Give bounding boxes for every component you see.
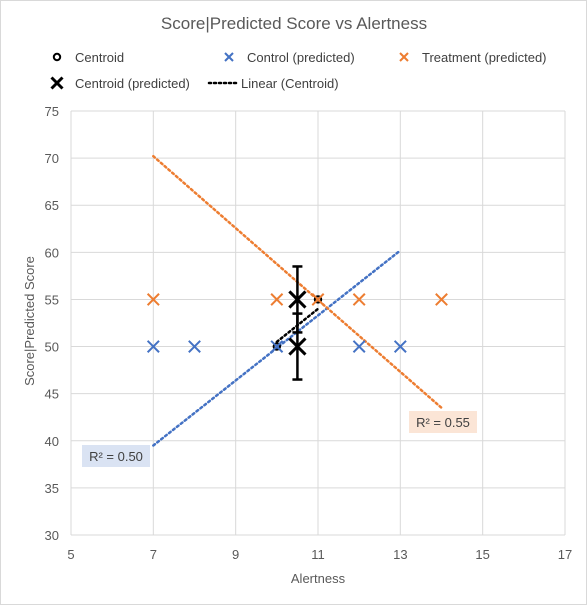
treatment-marker bbox=[311, 293, 325, 306]
legend-label: Centroid bbox=[75, 50, 124, 65]
control-marker bbox=[146, 340, 160, 353]
treatment-marker bbox=[146, 293, 160, 306]
legend-entry: Control (predicted) bbox=[224, 50, 355, 65]
x-axis-title: Alertness bbox=[291, 571, 346, 586]
legend-entry: Centroid bbox=[52, 50, 124, 65]
centroid-predicted-marker bbox=[288, 290, 307, 309]
control-marker bbox=[188, 340, 201, 353]
legend-entry: Treatment (predicted) bbox=[399, 50, 547, 65]
y-tick-label: 45 bbox=[45, 387, 59, 402]
chart-title: Score|Predicted Score vs Alertness bbox=[161, 14, 427, 33]
y-tick-label: 35 bbox=[45, 481, 59, 496]
r2-label: R² = 0.55 bbox=[409, 411, 477, 433]
x-tick-label: 13 bbox=[393, 547, 407, 562]
control-marker bbox=[270, 340, 284, 353]
legend-label: Control (predicted) bbox=[247, 50, 355, 65]
y-tick-label: 65 bbox=[45, 198, 59, 213]
control-marker bbox=[393, 340, 407, 353]
treatment-marker bbox=[435, 293, 448, 306]
centroid-predicted-marker bbox=[288, 337, 307, 356]
x-tick-label: 11 bbox=[311, 547, 325, 562]
legend-label: Treatment (predicted) bbox=[422, 50, 547, 65]
legend-label: Linear (Centroid) bbox=[241, 76, 339, 91]
x-tick-label: 9 bbox=[232, 547, 239, 562]
y-tick-label: 70 bbox=[45, 151, 59, 166]
x-tick-label: 17 bbox=[558, 547, 572, 562]
y-tick-label: 40 bbox=[45, 434, 59, 449]
tick-labels: 5 7 9 11 13 15 17 30 35 40 45 50 55 60 65 70 75 bbox=[45, 104, 573, 562]
y-tick-label: 30 bbox=[45, 528, 59, 543]
legend-entry: Linear (Centroid) bbox=[207, 76, 339, 91]
treatment-marker bbox=[270, 293, 284, 306]
legend-marker bbox=[52, 52, 62, 62]
y-tick-label: 55 bbox=[45, 292, 59, 307]
centroid-marker bbox=[272, 342, 282, 351]
svg-text:R² = 0.55: R² = 0.55 bbox=[416, 415, 470, 430]
legend-label: Centroid (predicted) bbox=[75, 76, 190, 91]
y-tick-label: 75 bbox=[45, 104, 59, 119]
svg-text:R² = 0.50: R² = 0.50 bbox=[89, 449, 143, 464]
r2-label: R² = 0.50 bbox=[82, 445, 150, 467]
treatment-marker bbox=[352, 293, 366, 306]
gridlines bbox=[70, 110, 566, 536]
data-points bbox=[146, 265, 448, 381]
y-axis-title: Score|Predicted Score bbox=[22, 256, 37, 386]
y-tick-label: 60 bbox=[45, 245, 59, 260]
control-marker bbox=[352, 340, 366, 353]
r2-labels: R² = 0.50 R² = 0.55 bbox=[82, 411, 477, 467]
x-tick-label: 7 bbox=[150, 547, 157, 562]
centroid-marker bbox=[313, 295, 323, 304]
y-tick-label: 50 bbox=[45, 340, 59, 355]
legend-entry: Centroid (predicted) bbox=[50, 76, 190, 91]
legend: Centroid Control (predicted) Treatment (pr… bbox=[50, 50, 547, 91]
x-tick-label: 5 bbox=[67, 547, 74, 562]
x-tick-label: 15 bbox=[475, 547, 489, 562]
